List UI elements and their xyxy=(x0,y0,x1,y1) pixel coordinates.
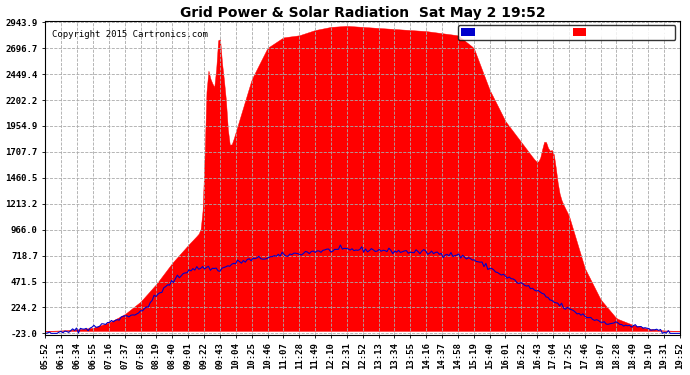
Text: Copyright 2015 Cartronics.com: Copyright 2015 Cartronics.com xyxy=(52,30,208,39)
Title: Grid Power & Solar Radiation  Sat May 2 19:52: Grid Power & Solar Radiation Sat May 2 1… xyxy=(180,6,546,20)
Legend: Radiation (w/m2), Grid (AC Watts): Radiation (w/m2), Grid (AC Watts) xyxy=(458,25,676,40)
